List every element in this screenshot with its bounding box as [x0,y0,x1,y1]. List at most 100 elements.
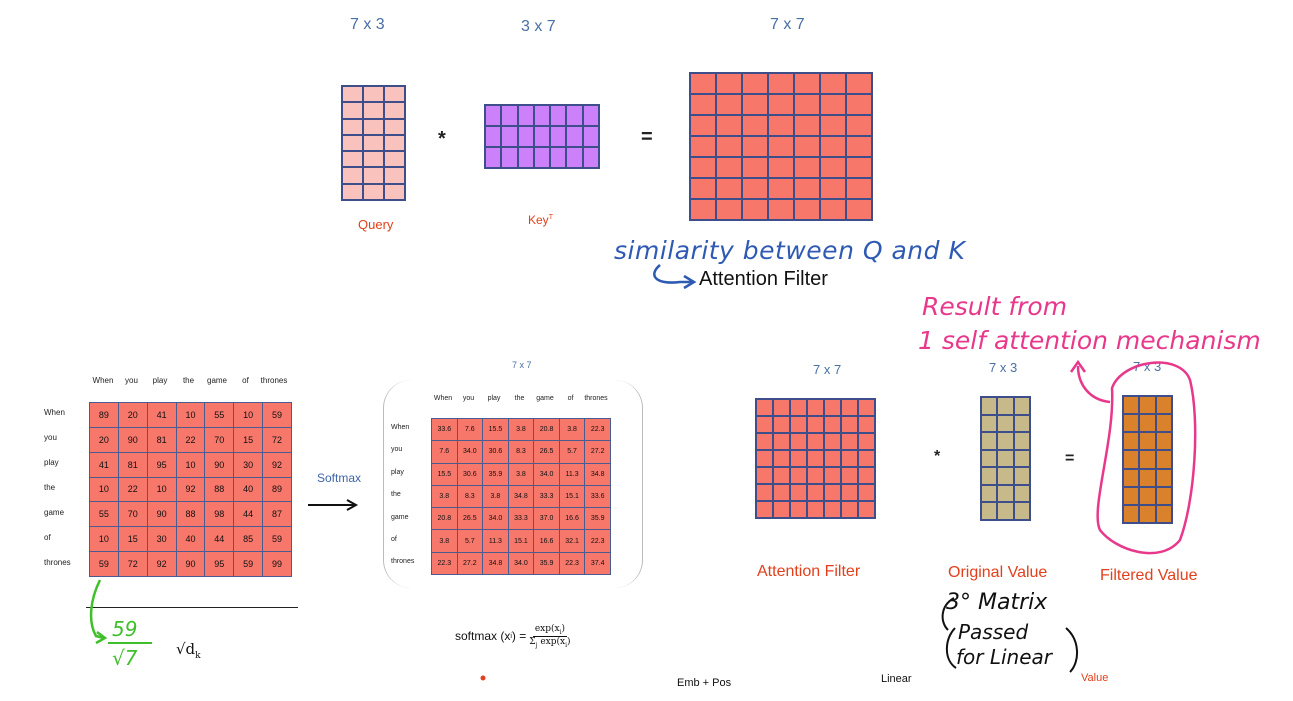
table-cell: 7.6 [456,417,484,442]
filtered-highlight-loop-icon [1096,361,1197,555]
matrix-cell [363,183,384,200]
matrix-cell [550,105,567,126]
row-header: you [391,446,403,454]
matrix-cell [1013,502,1030,520]
matrix-cell [1139,468,1156,487]
table-cell: 3.8 [482,484,509,509]
matrix-cell [824,501,841,518]
matrix-cell [716,199,742,220]
matrix-cell [841,501,858,518]
result-note-line1: Result from [922,292,1068,321]
formula-den-rest: exp(x [537,636,566,647]
key-transpose-label: KeyT [528,213,553,227]
matrix-cell [794,115,820,136]
matrix-cell [485,105,502,126]
matrix-cell [550,126,567,147]
table-cell: 59 [233,551,264,577]
matrix-cell [342,102,363,119]
table-cell: 34.8 [584,462,611,486]
matrix-cell [807,501,824,518]
table-cell: 22.3 [584,417,611,442]
result-note-line2: 1 self attention mechanism [918,326,1261,355]
table-row: 20 90 81 22 70 15 72 [89,426,292,453]
table-cell: 5.7 [558,440,586,464]
table-cell: 72 [117,551,148,577]
matrix-cell [824,433,841,450]
row-header: game [44,508,65,517]
matrix-cell [773,399,790,416]
matrix-cell [1013,397,1030,415]
matrix-cell [981,432,998,450]
original-value-matrix [980,396,1031,521]
matrix-cell [742,136,768,157]
matrix-cell [566,147,583,168]
attention-filter-title: Attention Filter [699,268,828,290]
matrix-cell [485,126,502,147]
softmax-bracket [383,380,643,588]
table-cell: 30 [233,451,264,478]
matrix-cell [846,136,872,157]
matrix-cell [1123,414,1140,433]
matrix-cell [858,416,875,433]
table-cell: 34.0 [533,462,560,486]
matrix-cell [517,105,534,126]
column-header: game [536,395,554,402]
table-cell: 15.1 [558,484,586,509]
matrix-note-line2: Passed [958,620,1029,644]
table-row: 33.6 7.6 15.5 3.8 20.8 3.8 22.3 [431,417,611,442]
softmax-matrix-dim: 7 x 7 [512,360,532,370]
matrix-cell [342,167,363,184]
matrix-cell [794,73,820,94]
matrix-cell [858,399,875,416]
table-cell: 26.5 [533,440,560,464]
matrix-cell [716,94,742,115]
table-cell: 20 [89,426,119,453]
matrix-cell [997,397,1014,415]
query-dim-label: 7 x 3 [350,16,385,33]
matrix-cell [716,178,742,199]
table-cell: 10 [175,451,206,478]
table-cell: 90 [117,426,148,453]
table-cell: 32.1 [558,529,586,553]
matrix-cell [756,484,773,501]
table-cell: 15.5 [482,417,509,442]
matrix-cell [841,450,858,467]
table-row: 59 72 92 90 95 59 99 [89,551,292,577]
matrix-cell [824,416,841,433]
matrix-cell [716,115,742,136]
table-cell: 7.6 [431,440,458,464]
row-header: thrones [391,558,415,566]
original-value-label: Original Value [948,564,1048,581]
table-cell: 22 [175,426,206,453]
matrix-cell [794,136,820,157]
matrix-note-line1: 3° Matrix [946,590,1048,615]
table-cell: 34.0 [507,551,535,576]
matrix-cell [533,147,551,168]
table-cell: 70 [117,501,148,528]
matrix-cell [342,118,363,135]
table-cell: 92 [175,476,206,503]
table-cell: 22.3 [558,551,586,576]
matrix-cell [790,433,807,450]
matrix-cell [773,467,790,484]
matrix-cell [768,73,794,94]
attention-filter-label: Attention Filter [757,563,861,580]
matrix-cell [566,105,583,126]
matrix-cell [582,147,599,168]
matrix-cell [997,502,1014,520]
matrix-cell [768,199,794,220]
formula-numerator: exp(xi) [532,624,567,637]
matrix-cell [550,147,567,168]
matrix-cell [846,199,872,220]
table-cell: 35.9 [533,551,560,576]
matrix-cell [794,157,820,178]
matrix-cell [716,73,742,94]
sqrt-dk: √dk [176,640,201,661]
table-row: 89 20 41 10 55 10 59 [89,402,292,428]
matrix-cell [824,484,841,501]
table-cell: 15 [233,426,264,453]
matrix-cell [384,86,405,103]
emb-pos-label: Emb + Pos [677,677,732,689]
note-left-paren2-icon [945,627,957,669]
matrix-cell [363,151,384,168]
